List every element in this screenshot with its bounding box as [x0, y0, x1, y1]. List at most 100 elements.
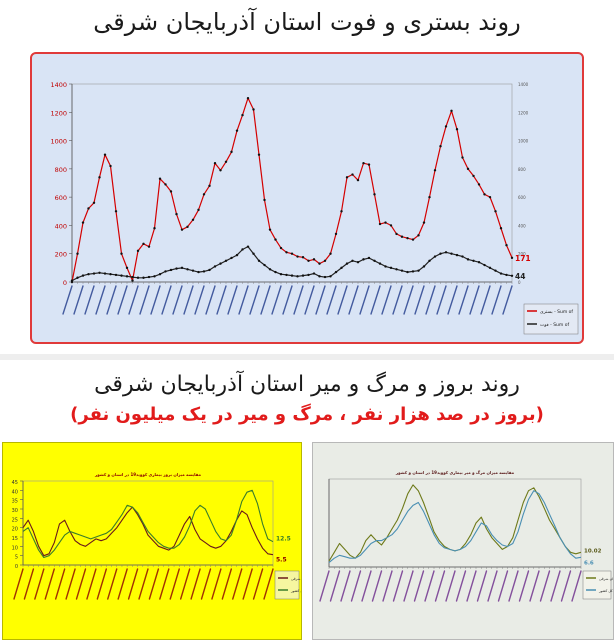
series-1-point [389, 224, 393, 227]
series-1-point [87, 207, 90, 210]
chart-title: مقایسه میزان مرگ و میر بیماری کووید19 در… [395, 470, 515, 475]
series-2-point [345, 262, 349, 265]
series-1-point [76, 252, 79, 255]
legend-label-1: بستری - Sum of [540, 309, 573, 315]
series-2-point [98, 271, 101, 275]
x-tick-label-mark [550, 570, 561, 602]
series-2-point [400, 269, 404, 272]
x-tick-label-mark [508, 570, 519, 602]
x-tick-label-mark [476, 570, 488, 602]
series-2-point [455, 253, 459, 257]
series-1-point [230, 150, 233, 154]
series-1-point [109, 164, 112, 168]
x-tick-label-mark [319, 570, 330, 602]
series-2-point [428, 259, 431, 262]
x-tick-label-mark [200, 568, 212, 600]
series-1-point [318, 262, 321, 265]
series-1-point [472, 174, 475, 178]
x-tick-label-mark [445, 570, 456, 602]
x-tick-label-mark [491, 285, 502, 315]
series-2-point [290, 274, 294, 277]
series-2-point [395, 268, 398, 271]
x-tick-label-mark [381, 285, 392, 315]
x-tick-label-mark [211, 568, 222, 600]
series-1-point [362, 162, 365, 165]
legend-label-2: فوت - Sum of [540, 322, 569, 328]
series-2-point [114, 273, 118, 277]
series-1-point [103, 153, 107, 156]
series-2-point [351, 259, 354, 262]
series-2-end-label: 44 [515, 272, 525, 281]
x-tick-label-mark [128, 285, 139, 315]
series-1-point [175, 212, 178, 216]
legend-label-1: آذربایجان شرقی [599, 577, 613, 581]
series-2-point [499, 272, 503, 275]
x-tick-label-mark [216, 285, 227, 315]
x-tick-label-mark [190, 568, 201, 600]
series-1-point [235, 129, 239, 132]
y-tick-label: 1000 [50, 138, 67, 146]
x-tick-label-mark [34, 568, 45, 600]
bottom-section-title: روند بروز و مرگ و میر استان آذربایجان شر… [94, 372, 520, 397]
x-tick-label-mark [529, 570, 540, 602]
series-2-point [483, 263, 486, 267]
y-tick-label: 20 [12, 527, 18, 533]
series-2-point [197, 270, 200, 274]
x-tick-label-mark [75, 568, 87, 600]
x-tick-label-mark [340, 570, 351, 602]
y-tick-label: 400 [55, 222, 67, 230]
x-tick-label-mark [458, 285, 469, 315]
series-1-point [400, 235, 404, 238]
series-2-point [505, 273, 508, 277]
series-2-point [307, 273, 310, 277]
series-1-point [307, 259, 310, 262]
legend-label-2: کل کشور [290, 589, 301, 593]
x-tick-label-mark [304, 285, 315, 315]
series-1-point [186, 225, 189, 229]
series-1-point [180, 228, 184, 231]
x-tick-label-mark [518, 570, 530, 602]
series-1-point [301, 256, 305, 259]
series-2-point [191, 269, 195, 272]
x-tick-label-mark [560, 570, 572, 602]
series-1-end-label: 171 [515, 254, 531, 263]
right-tick-label: 0 [518, 280, 521, 285]
x-tick-label-mark [282, 285, 293, 315]
x-tick-label-mark [260, 285, 271, 315]
series-2-point [323, 275, 327, 279]
x-tick-label-mark [497, 570, 509, 602]
series-2-point [373, 259, 376, 262]
x-tick-label-mark [221, 568, 233, 600]
series-2-point [202, 270, 206, 273]
x-tick-label-mark [65, 568, 76, 600]
series-2-point [213, 265, 217, 268]
series-2-point [334, 270, 338, 274]
series-1-point [329, 252, 332, 255]
x-tick-label-mark [62, 285, 73, 315]
x-tick-label-mark [172, 285, 183, 315]
series-1-point [131, 279, 134, 282]
series-1-point [351, 173, 354, 176]
right-tick-label: 600 [518, 195, 526, 200]
x-tick-label-mark [86, 568, 97, 600]
series-1-point [98, 176, 101, 179]
mortality-comparison-svg: مقایسه میزان مرگ و میر بیماری کووید19 در… [319, 470, 613, 602]
series-1-point [268, 228, 272, 231]
series-1-point [428, 195, 431, 199]
series-2-point [433, 255, 437, 258]
series-2-point [472, 259, 475, 262]
series-2-point [494, 269, 497, 272]
x-tick-label-mark [179, 568, 191, 600]
x-tick-label-mark [487, 570, 498, 602]
series-2-point [488, 266, 492, 270]
x-tick-label-mark [413, 570, 425, 602]
series-1-point [461, 156, 464, 159]
x-tick-label-mark [348, 285, 359, 315]
x-tick-label-mark [359, 285, 370, 315]
x-tick-label-mark [361, 570, 372, 602]
series-1-end-label: 10.02 [584, 548, 602, 554]
series-1-point [455, 128, 459, 131]
x-tick-label-mark [403, 285, 414, 315]
series-2-point [103, 272, 107, 275]
x-tick-label-mark [249, 285, 260, 315]
